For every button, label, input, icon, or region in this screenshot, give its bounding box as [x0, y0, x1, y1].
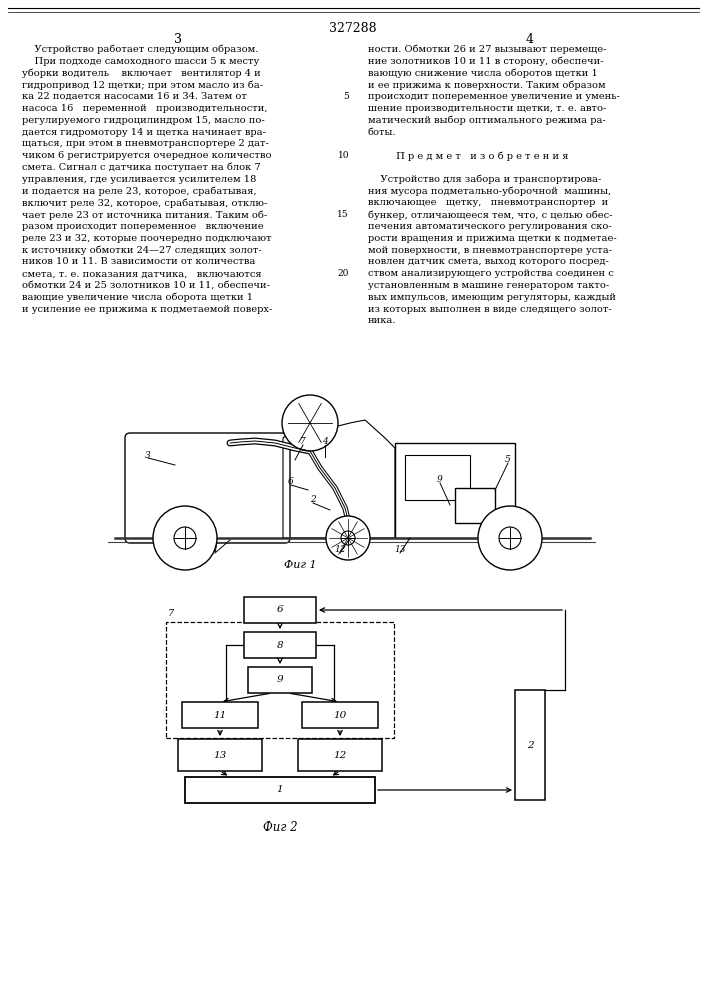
- Text: ния мусора подметально-уборочной  машины,: ния мусора подметально-уборочной машины,: [368, 187, 611, 196]
- Text: ников 10 и 11. В зависимости от количества: ников 10 и 11. В зависимости от количест…: [22, 257, 255, 266]
- Bar: [182, 702, 258, 728]
- Text: 2: 2: [527, 740, 533, 750]
- Text: чает реле 23 от источника питания. Таким об-: чает реле 23 от источника питания. Таким…: [22, 210, 267, 220]
- Text: насоса 16   переменной   производительности,: насоса 16 переменной производительности,: [22, 104, 267, 113]
- Text: бункер, отличающееся тем, что, с целью обес-: бункер, отличающееся тем, что, с целью о…: [368, 210, 612, 220]
- Text: вых импульсов, имеющим регуляторы, каждый: вых импульсов, имеющим регуляторы, кажды…: [368, 293, 616, 302]
- Text: 3: 3: [145, 450, 151, 460]
- Text: мой поверхности, в пневмотранспортере уста-: мой поверхности, в пневмотранспортере ус…: [368, 246, 612, 255]
- Text: Фиг 1: Фиг 1: [284, 560, 316, 570]
- Text: 327288: 327288: [329, 22, 377, 35]
- Text: 1: 1: [212, 546, 218, 554]
- Text: рости вращения и прижима щетки к подметае-: рости вращения и прижима щетки к подмета…: [368, 234, 617, 243]
- Text: включающее   щетку,   пневмотранспортер  и: включающее щетку, пневмотранспортер и: [368, 198, 608, 207]
- Text: и усиление ее прижима к подметаемой поверх-: и усиление ее прижима к подметаемой пове…: [22, 305, 272, 314]
- Text: Устройство для забора и транспортирова-: Устройство для забора и транспортирова-: [368, 175, 602, 184]
- Text: 5: 5: [505, 456, 511, 464]
- Circle shape: [478, 506, 542, 570]
- Bar: [185, 777, 375, 803]
- Bar: [178, 739, 262, 771]
- Bar: [244, 632, 316, 658]
- Text: вающую снижение числа оборотов щетки 1: вающую снижение числа оборотов щетки 1: [368, 69, 598, 78]
- Text: 13: 13: [214, 750, 227, 760]
- Bar: [248, 667, 312, 693]
- Text: При подходе самоходного шасси 5 к месту: При подходе самоходного шасси 5 к месту: [22, 57, 259, 66]
- Text: обмотки 24 и 25 золотников 10 и 11, обеспечи-: обмотки 24 и 25 золотников 10 и 11, обес…: [22, 281, 270, 290]
- Text: вающие увеличение числа оборота щетки 1: вающие увеличение числа оборота щетки 1: [22, 293, 253, 302]
- Circle shape: [174, 527, 196, 549]
- Text: 7: 7: [300, 438, 306, 446]
- Text: 7: 7: [168, 609, 174, 618]
- Text: 10: 10: [337, 151, 349, 160]
- Text: 10: 10: [334, 710, 346, 720]
- Text: и ее прижима к поверхности. Таким образом: и ее прижима к поверхности. Таким образо…: [368, 80, 606, 90]
- Bar: [515, 690, 545, 800]
- Text: 11: 11: [214, 710, 227, 720]
- Text: матический выбор оптимального режима ра-: матический выбор оптимального режима ра-: [368, 116, 606, 125]
- Text: новлен датчик смета, выход которого посред-: новлен датчик смета, выход которого поср…: [368, 257, 609, 266]
- Text: П р е д м е т   и з о б р е т е н и я: П р е д м е т и з о б р е т е н и я: [368, 151, 568, 161]
- Text: 1: 1: [276, 786, 284, 794]
- Circle shape: [330, 520, 366, 556]
- Bar: [395, 443, 515, 538]
- Bar: [298, 739, 382, 771]
- Text: 4: 4: [322, 438, 328, 446]
- Bar: [455, 488, 495, 523]
- Text: уборки водитель    включает   вентилятор 4 и: уборки водитель включает вентилятор 4 и: [22, 69, 261, 78]
- Bar: [166, 622, 394, 738]
- Bar: [244, 597, 316, 623]
- Text: 13: 13: [395, 546, 406, 554]
- Bar: [405, 455, 470, 500]
- Text: Фиг 2: Фиг 2: [263, 821, 298, 834]
- Text: ка 22 подается насосами 16 и 34. Затем от: ка 22 подается насосами 16 и 34. Затем о…: [22, 92, 247, 101]
- Bar: [302, 702, 378, 728]
- Text: дается гидромотору 14 и щетка начинает вра-: дается гидромотору 14 и щетка начинает в…: [22, 128, 266, 137]
- Text: печения автоматического регулирования ско-: печения автоматического регулирования ск…: [368, 222, 612, 231]
- Text: разом происходит попеременное   включение: разом происходит попеременное включение: [22, 222, 264, 231]
- Text: смета. Сигнал с датчика поступает на блок 7: смета. Сигнал с датчика поступает на бло…: [22, 163, 261, 172]
- Ellipse shape: [326, 516, 370, 560]
- Text: реле 23 и 32, которые поочередно подключают: реле 23 и 32, которые поочередно подключ…: [22, 234, 271, 243]
- Text: 8: 8: [276, 641, 284, 650]
- Text: 5: 5: [343, 92, 349, 101]
- Text: 6: 6: [288, 478, 294, 487]
- Text: 4: 4: [526, 33, 534, 46]
- Text: установленным в машине генератором такто-: установленным в машине генератором такто…: [368, 281, 609, 290]
- Text: щаться, при этом в пневмотранспортере 2 дат-: щаться, при этом в пневмотранспортере 2 …: [22, 139, 269, 148]
- Text: из которых выполнен в виде следящего золот-: из которых выполнен в виде следящего зол…: [368, 305, 612, 314]
- FancyBboxPatch shape: [125, 433, 290, 543]
- Text: ника.: ника.: [368, 316, 397, 325]
- Text: происходит попеременное увеличение и умень-: происходит попеременное увеличение и уме…: [368, 92, 620, 101]
- Text: ности. Обмотки 26 и 27 вызывают перемеще-: ности. Обмотки 26 и 27 вызывают перемеще…: [368, 45, 607, 54]
- Polygon shape: [283, 420, 395, 538]
- Text: 12: 12: [334, 750, 346, 760]
- Text: 20: 20: [338, 269, 349, 278]
- Text: управления, где усиливается усилителем 18: управления, где усиливается усилителем 1…: [22, 175, 257, 184]
- Text: боты.: боты.: [368, 128, 397, 137]
- Text: регулируемого гидроцилиндром 15, масло по-: регулируемого гидроцилиндром 15, масло п…: [22, 116, 264, 125]
- Text: ние золотников 10 и 11 в сторону, обеспечи-: ние золотников 10 и 11 в сторону, обеспе…: [368, 57, 604, 66]
- Text: Устройство работает следующим образом.: Устройство работает следующим образом.: [22, 45, 258, 54]
- Text: 3: 3: [174, 33, 182, 46]
- Text: шение производительности щетки, т. е. авто-: шение производительности щетки, т. е. ав…: [368, 104, 607, 113]
- Circle shape: [341, 531, 355, 545]
- Text: 9: 9: [437, 476, 443, 485]
- Text: гидропривод 12 щетки; при этом масло из ба-: гидропривод 12 щетки; при этом масло из …: [22, 80, 263, 90]
- Text: к источнику обмотки 24—27 следящих золот-: к источнику обмотки 24—27 следящих золот…: [22, 246, 262, 255]
- Text: 6: 6: [276, 605, 284, 614]
- Ellipse shape: [282, 395, 338, 451]
- Text: чиком 6 регистрируется очередное количество: чиком 6 регистрируется очередное количес…: [22, 151, 271, 160]
- Text: включит реле 32, которое, срабатывая, отклю-: включит реле 32, которое, срабатывая, от…: [22, 198, 267, 208]
- Circle shape: [499, 527, 521, 549]
- Text: и подается на реле 23, которое, срабатывая,: и подается на реле 23, которое, срабатыв…: [22, 187, 257, 196]
- Circle shape: [153, 506, 217, 570]
- Text: ством анализирующего устройства соединен с: ством анализирующего устройства соединен…: [368, 269, 614, 278]
- Text: 15: 15: [337, 210, 349, 219]
- Text: 12: 12: [334, 546, 346, 554]
- Text: 9: 9: [276, 676, 284, 684]
- Text: смета, т. е. показания датчика,   включаются: смета, т. е. показания датчика, включают…: [22, 269, 262, 278]
- Text: 2: 2: [310, 495, 316, 504]
